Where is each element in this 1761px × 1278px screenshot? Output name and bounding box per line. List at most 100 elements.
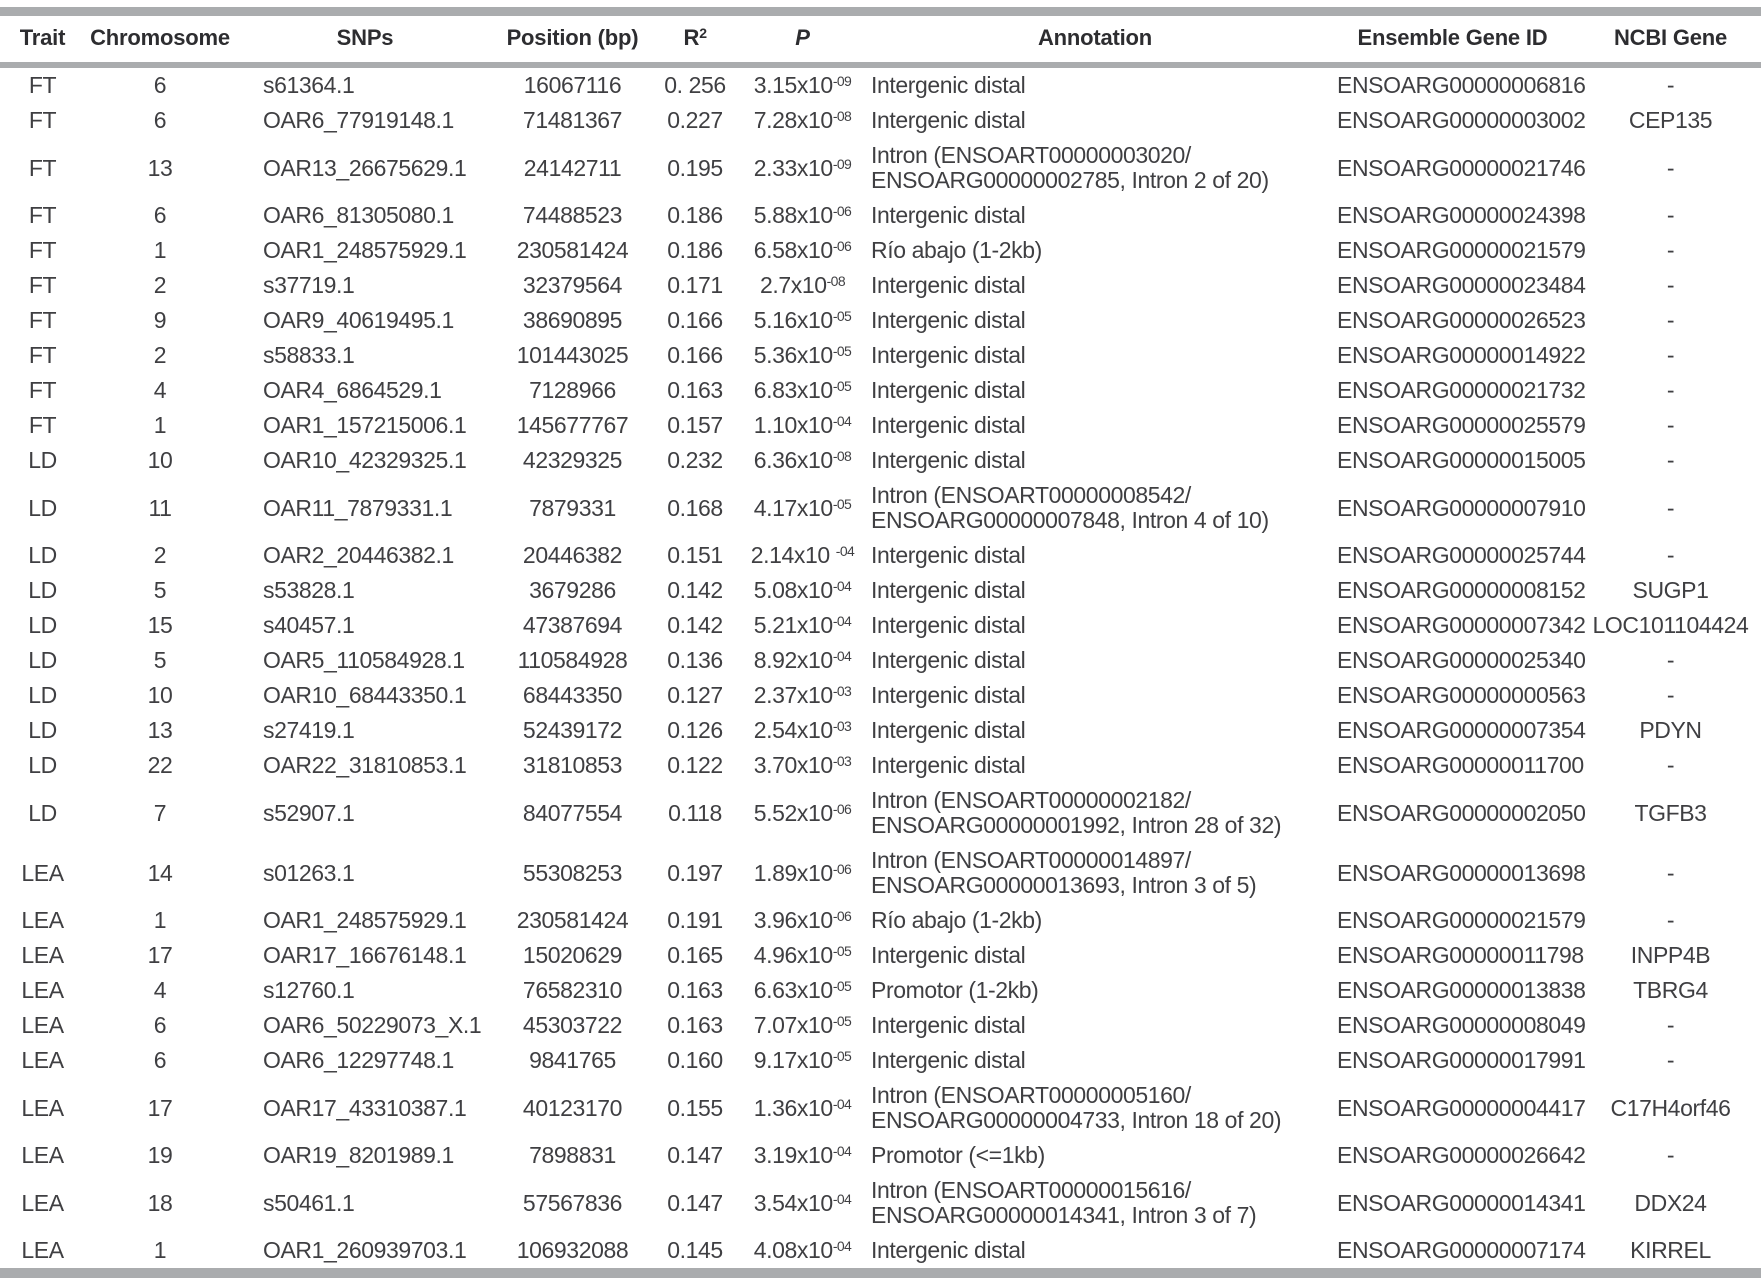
cell-position: 20446382 — [522, 542, 623, 568]
cell-snp: OAR19_8201989.1 — [263, 1142, 454, 1168]
cell-snp: OAR2_20446382.1 — [263, 542, 454, 568]
table-row: LD 10 OAR10_68443350.1 68443350 0.127 2.37x10… — [0, 678, 1761, 713]
table-header: Trait Chromosome SNPs Position (bp) R2 P… — [0, 16, 1761, 68]
table-row: FT 1 OAR1_248575929.1 230581424 0.186 6.58x10… — [0, 233, 1761, 268]
cell-r2: 0.171 — [667, 272, 723, 298]
cell-chromosome: 19 — [147, 1142, 173, 1168]
cell-position: 145677767 — [516, 412, 629, 438]
cell-annotation: Intergenic distal — [871, 107, 1026, 133]
cell-snp: s52907.1 — [263, 799, 355, 826]
cell-chromosome: 1 — [153, 412, 167, 438]
cell-snp: s53828.1 — [263, 577, 355, 603]
cell-snp: OAR13_26675629.1 — [263, 154, 467, 181]
p-exponent: -04 — [832, 1143, 852, 1159]
cell-snp: s37719.1 — [263, 272, 355, 298]
cell-ncbi-gene: - — [1666, 307, 1675, 333]
cell-ncbi-gene: - — [1666, 1012, 1675, 1038]
cell-r2: 0.142 — [667, 577, 723, 603]
cell-snp: OAR22_31810853.1 — [263, 752, 467, 778]
cell-position: 52439172 — [522, 717, 623, 743]
cell-position: 38690895 — [522, 307, 623, 333]
table-bottom-rule — [0, 1268, 1761, 1278]
cell-chromosome: 4 — [153, 977, 167, 1003]
p-exponent: -08 — [832, 108, 852, 124]
cell-chromosome: 6 — [153, 107, 167, 133]
cell-ncbi-gene: KIRREL — [1630, 1237, 1711, 1263]
cell-ncbi-gene: - — [1666, 237, 1675, 263]
cell-annotation: Intergenic distal — [871, 682, 1026, 708]
table-row: LEA 6 OAR6_50229073_X.1 45303722 0.163 7.07x1… — [0, 1008, 1761, 1043]
p-exponent: -09 — [832, 73, 852, 89]
cell-chromosome: 14 — [147, 859, 173, 886]
cell-r2: 0.136 — [667, 647, 723, 673]
cell-snp: OAR17_16676148.1 — [263, 942, 467, 968]
cell-r2: 0.163 — [667, 377, 723, 403]
cell-gene-id: ENSOARG00000007910 — [1337, 494, 1586, 521]
cell-gene-id: ENSOARG00000021746 — [1337, 154, 1586, 181]
cell-p-value: 2.14x10 -04 — [750, 542, 855, 568]
r2-label: R — [683, 25, 700, 50]
cell-position: 16067116 — [523, 72, 622, 98]
cell-chromosome: 9 — [153, 307, 167, 333]
cell-p-value: 5.88x10-06 — [753, 202, 852, 228]
cell-p-value: 8.92x10-04 — [753, 647, 852, 673]
cell-chromosome: 1 — [153, 1237, 167, 1263]
cell-r2: 0.126 — [667, 717, 723, 743]
cell-trait: FT — [28, 272, 57, 298]
cell-snp: s01263.1 — [263, 859, 355, 886]
cell-chromosome: 4 — [153, 377, 167, 403]
cell-chromosome: 5 — [153, 577, 167, 603]
header-row: Trait Chromosome SNPs Position (bp) R2 P… — [0, 16, 1761, 68]
col-header-ncbi-gene: NCBI Gene — [1580, 16, 1761, 68]
cell-r2: 0.168 — [667, 494, 723, 521]
cell-annotation: Río abajo (1-2kb) — [871, 907, 1042, 933]
cell-chromosome: 13 — [147, 154, 173, 181]
cell-chromosome: 1 — [153, 907, 167, 933]
cell-annotation: Intergenic distal — [871, 342, 1026, 368]
cell-ncbi-gene: - — [1666, 377, 1675, 403]
cell-gene-id: ENSOARG00000007174 — [1337, 1237, 1586, 1263]
table-row: FT 6 OAR6_77919148.1 71481367 0.227 7.28x10-0… — [0, 103, 1761, 138]
cell-chromosome: 17 — [147, 1094, 173, 1121]
cell-trait: FT — [28, 342, 57, 368]
table-row: LD 13 s27419.1 52439172 0.126 2.54x10-03 Inter… — [0, 713, 1761, 748]
cell-ncbi-gene: - — [1666, 1142, 1675, 1168]
table-row: LEA 4 s12760.1 76582310 0.163 6.63x10-05 Promo… — [0, 973, 1761, 1008]
cell-position: 55308253 — [522, 859, 623, 886]
p-exponent: -04 — [832, 578, 852, 594]
table-row: LD 11 OAR11_7879331.1 7879331 0.168 4.17x10-0… — [0, 478, 1761, 538]
p-exponent: -08 — [826, 273, 846, 289]
p-exponent: -08 — [832, 448, 852, 464]
cell-chromosome: 13 — [147, 717, 173, 743]
cell-p-value: 3.19x10-04 — [753, 1142, 852, 1168]
cell-trait: LD — [28, 612, 57, 638]
table-row: LD 15 s40457.1 47387694 0.142 5.21x10-04 Inter… — [0, 608, 1761, 643]
table-row: LEA 19 OAR19_8201989.1 7898831 0.147 3.19x10-… — [0, 1138, 1761, 1173]
cell-trait: FT — [28, 412, 57, 438]
cell-annotation: Promotor (<=1kb) — [871, 1142, 1045, 1168]
cell-annotation: Intergenic distal — [871, 752, 1026, 778]
table-row: LEA 14 s01263.1 55308253 0.197 1.89x10-06 Intr… — [0, 843, 1761, 903]
cell-ncbi-gene: - — [1666, 647, 1675, 673]
col-header-gene-id: Ensemble Gene ID — [1325, 16, 1580, 68]
cell-chromosome: 5 — [153, 647, 167, 673]
cell-p-value: 7.07x10-05 — [753, 1012, 852, 1038]
cell-chromosome: 6 — [153, 72, 167, 98]
cell-trait: FT — [28, 107, 57, 133]
cell-ncbi-gene: - — [1666, 859, 1675, 886]
cell-snp: s27419.1 — [263, 717, 355, 743]
gwas-results-table: Trait Chromosome SNPs Position (bp) R2 P… — [0, 16, 1761, 1268]
cell-snp: OAR6_81305080.1 — [263, 202, 454, 228]
cell-ncbi-gene: C17H4orf46 — [1610, 1094, 1731, 1121]
p-exponent: -04 — [832, 1190, 852, 1207]
p-exponent: -03 — [832, 683, 852, 699]
cell-annotation: Intron (ENSOART00000003020/ENSOARG000000… — [871, 142, 1269, 193]
cell-gene-id: ENSOARG00000021579 — [1337, 237, 1586, 263]
p-exponent: -05 — [832, 1048, 852, 1064]
cell-chromosome: 6 — [153, 1047, 167, 1073]
cell-trait: FT — [28, 154, 57, 181]
cell-r2: 0. 256 — [664, 72, 726, 98]
cell-gene-id: ENSOARG00000014341 — [1337, 1189, 1586, 1216]
p-exponent: -06 — [832, 800, 852, 817]
p-exponent: -05 — [832, 495, 852, 512]
